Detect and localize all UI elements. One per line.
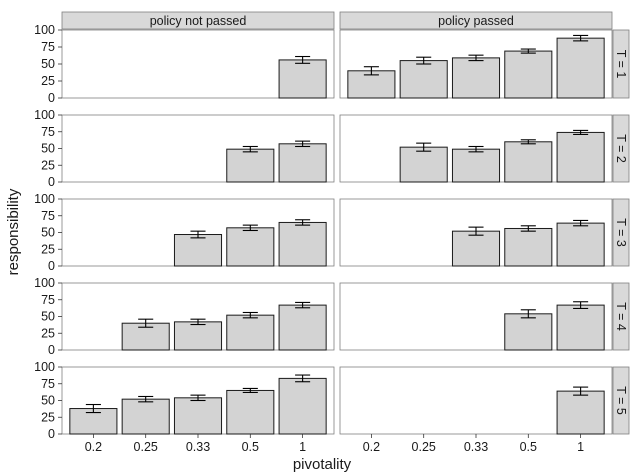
y-tick-label: 100 — [34, 108, 55, 122]
y-tick-label: 25 — [41, 242, 55, 256]
bar — [399, 60, 448, 99]
bar — [451, 148, 501, 183]
y-tick-label: 75 — [41, 377, 55, 391]
bar — [226, 389, 275, 435]
facet-strip-row-label: T = 1 — [614, 50, 628, 79]
x-tick-label: 1 — [299, 440, 306, 454]
bar — [278, 221, 327, 267]
facet-strip-row-label: T = 5 — [614, 386, 628, 415]
facet-strip-row-label: T = 3 — [614, 218, 628, 247]
y-tick-label: 100 — [34, 276, 55, 290]
y-tick-label: 100 — [34, 192, 55, 206]
bar — [173, 397, 223, 435]
x-tick-label: 0.2 — [85, 440, 102, 454]
facet-strip-row — [612, 282, 630, 351]
bar — [226, 314, 275, 351]
bar — [556, 37, 605, 99]
facet-strip-row — [612, 29, 630, 99]
facet-strip-row — [612, 366, 630, 435]
bar — [451, 57, 501, 99]
bar — [504, 141, 553, 183]
facet-strip-column-label: policy not passed — [150, 14, 247, 28]
x-tick-label: 0.33 — [464, 440, 488, 454]
y-tick-label: 25 — [41, 326, 55, 340]
bar — [278, 304, 327, 351]
y-tick-label: 50 — [41, 394, 55, 408]
y-tick-label: 50 — [41, 142, 55, 156]
y-tick-label: 75 — [41, 209, 55, 223]
bar — [278, 59, 327, 99]
y-tick-label: 50 — [41, 226, 55, 240]
bar — [226, 227, 275, 267]
y-tick-label: 100 — [34, 360, 55, 374]
y-tick-label: 50 — [41, 57, 55, 71]
y-axis-title: responsibility — [5, 188, 22, 275]
bar — [556, 304, 605, 351]
x-tick-label: 0.33 — [186, 440, 210, 454]
bar — [504, 227, 553, 267]
bar — [399, 146, 448, 183]
x-axis-title: pivotality — [293, 456, 352, 473]
y-tick-label: 25 — [41, 410, 55, 424]
y-tick-label: 0 — [48, 91, 55, 105]
facet-strip-column-label: policy passed — [438, 14, 514, 28]
y-tick-label: 0 — [48, 175, 55, 189]
facet-strip-row — [612, 198, 630, 267]
y-tick-label: 0 — [48, 427, 55, 441]
y-tick-label: 100 — [34, 23, 55, 37]
bar — [121, 398, 170, 435]
y-tick-label: 75 — [41, 125, 55, 139]
facet-strip-row-label: T = 2 — [614, 134, 628, 163]
y-tick-label: 0 — [48, 259, 55, 273]
bar — [504, 313, 553, 351]
bar — [556, 222, 605, 267]
x-tick-label: 0.5 — [520, 440, 537, 454]
bar — [278, 143, 327, 183]
facet-strip-row-label: T = 4 — [614, 302, 628, 331]
bar — [451, 230, 501, 267]
bar — [556, 131, 605, 183]
y-tick-label: 50 — [41, 310, 55, 324]
y-tick-label: 75 — [41, 40, 55, 54]
facet-strip-column — [61, 11, 335, 30]
facet-strip-row — [612, 114, 630, 183]
x-tick-label: 0.25 — [134, 440, 158, 454]
bar — [556, 390, 605, 435]
y-tick-label: 75 — [41, 293, 55, 307]
facet-strip-column — [339, 11, 613, 30]
bar — [504, 50, 553, 99]
bar — [173, 234, 223, 267]
y-tick-label: 25 — [41, 158, 55, 172]
bar — [278, 377, 327, 435]
y-tick-label: 25 — [41, 74, 55, 88]
x-tick-label: 1 — [577, 440, 584, 454]
x-tick-label: 0.5 — [242, 440, 259, 454]
x-tick-label: 0.25 — [412, 440, 436, 454]
bar — [173, 321, 223, 351]
y-tick-label: 0 — [48, 343, 55, 357]
bar — [226, 148, 275, 183]
x-tick-label: 0.2 — [363, 440, 380, 454]
